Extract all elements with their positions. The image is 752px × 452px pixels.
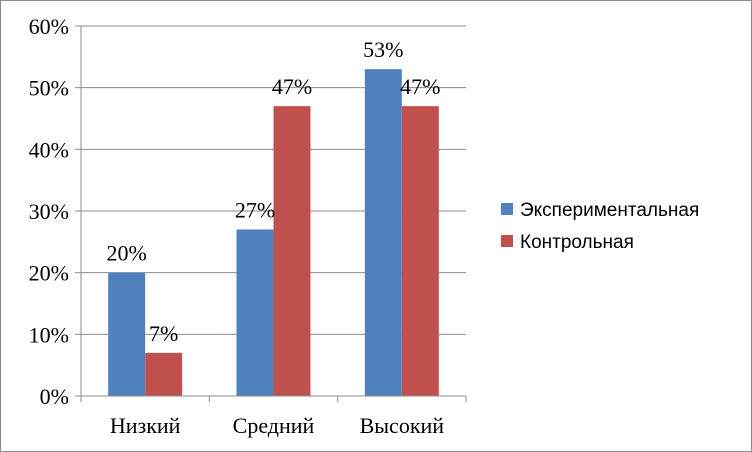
y-tick-label: 10% (29, 322, 69, 347)
data-labels: 20% 7% 27% 47% 53% 47% (107, 37, 441, 346)
axes (75, 25, 467, 402)
data-label: 20% (107, 241, 147, 266)
legend-label: Экспериментальная (520, 200, 699, 221)
bars (108, 69, 439, 397)
data-label: 47% (400, 74, 440, 99)
y-tick-label: 60% (29, 14, 69, 39)
data-label: 27% (235, 198, 275, 223)
legend-swatch (501, 203, 513, 215)
y-tick-label: 40% (29, 137, 69, 162)
category-label: Средний (233, 413, 315, 438)
bar-experimental (108, 272, 146, 396)
bar-control (145, 352, 183, 396)
bar-experimental (364, 69, 402, 397)
category-label: Высокий (360, 413, 445, 438)
bar-experimental (236, 229, 274, 396)
y-tick-label: 30% (29, 199, 69, 224)
data-label: 7% (149, 321, 178, 346)
legend-swatch (501, 235, 513, 247)
data-label: 53% (363, 37, 403, 62)
data-label: 47% (272, 74, 312, 99)
y-axis-ticks: 0% 10% 20% 30% 40% 50% 60% (29, 14, 69, 409)
bar-control (273, 106, 311, 397)
y-tick-label: 0% (40, 384, 69, 409)
bar-control (401, 106, 439, 397)
y-tick-label: 50% (29, 76, 69, 101)
x-axis-ticks: Низкий Средний Высокий (110, 413, 444, 438)
y-tick-label: 20% (29, 261, 69, 286)
legend-label: Контрольная (520, 232, 634, 253)
legend: Экспериментальная Контрольная (501, 200, 699, 253)
category-label: Низкий (110, 413, 181, 438)
